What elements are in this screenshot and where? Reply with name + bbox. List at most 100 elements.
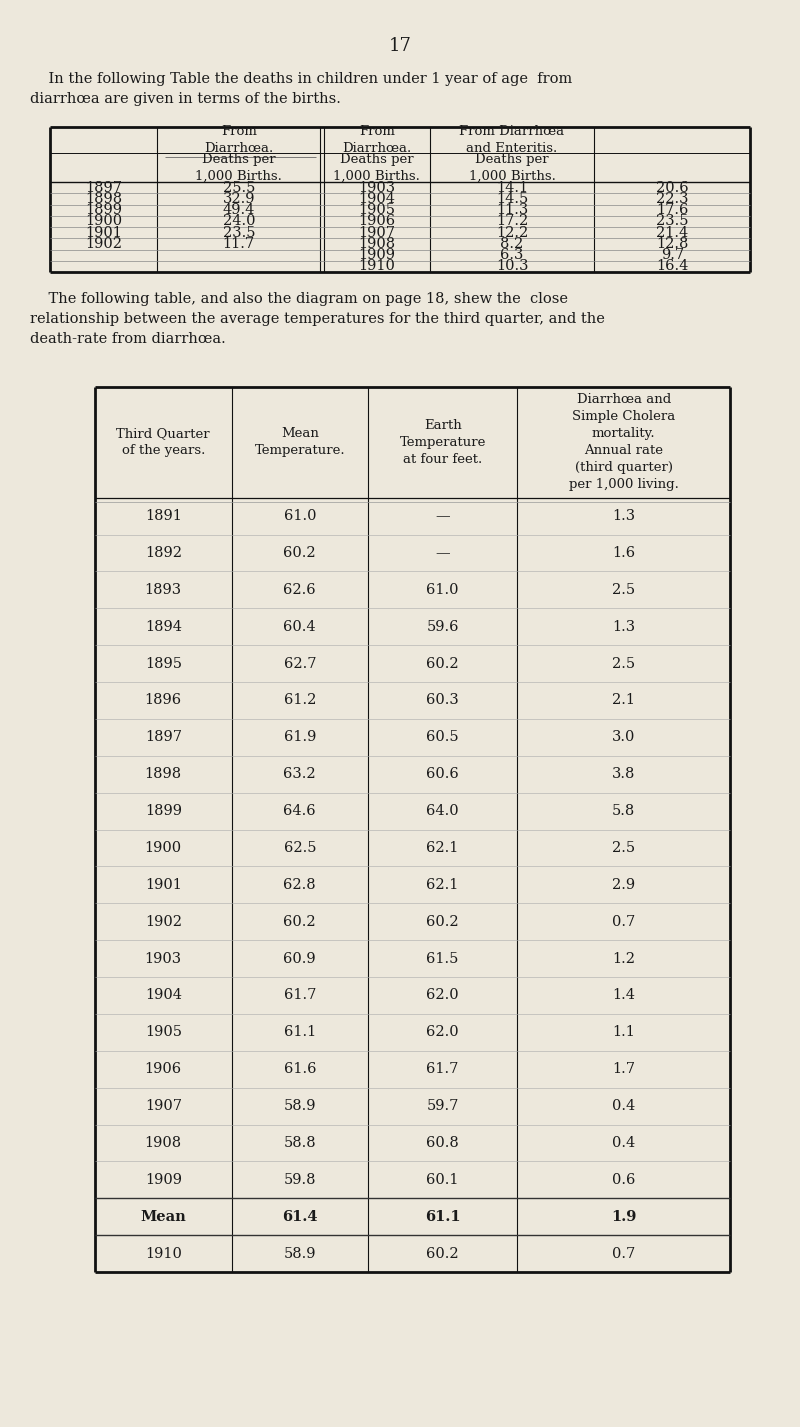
Text: 1902: 1902 — [145, 915, 182, 929]
Text: 24.0: 24.0 — [222, 214, 255, 228]
Text: Deaths per
1,000 Births.: Deaths per 1,000 Births. — [195, 153, 282, 183]
Text: 14.5: 14.5 — [496, 193, 528, 205]
Text: 1891: 1891 — [145, 509, 182, 524]
Text: 58.9: 58.9 — [283, 1099, 316, 1113]
Text: 49.4: 49.4 — [222, 203, 255, 217]
Text: 64.6: 64.6 — [283, 803, 316, 818]
Text: 61.5: 61.5 — [426, 952, 459, 966]
Text: 61.1: 61.1 — [284, 1026, 316, 1039]
Text: 12.2: 12.2 — [496, 225, 528, 240]
Text: From
Diarrhœa.: From Diarrhœa. — [342, 126, 411, 156]
Text: 22.3: 22.3 — [656, 193, 689, 205]
Text: 1.1: 1.1 — [612, 1026, 635, 1039]
Text: 17.2: 17.2 — [496, 214, 528, 228]
Text: 1.3: 1.3 — [612, 619, 635, 634]
Text: 0.6: 0.6 — [612, 1173, 635, 1187]
Text: 1892: 1892 — [145, 547, 182, 559]
Text: 12.8: 12.8 — [656, 237, 689, 251]
Text: 1905: 1905 — [358, 203, 395, 217]
Text: 1898: 1898 — [85, 193, 122, 205]
Text: 25.5: 25.5 — [222, 181, 255, 194]
Text: 61.1: 61.1 — [425, 1210, 461, 1224]
Text: 1907: 1907 — [145, 1099, 182, 1113]
Text: 0.4: 0.4 — [612, 1099, 635, 1113]
Text: 14.1: 14.1 — [496, 181, 528, 194]
Text: 60.3: 60.3 — [426, 694, 459, 708]
Text: 1908: 1908 — [358, 237, 395, 251]
Text: 61.4: 61.4 — [282, 1210, 318, 1224]
Text: 21.4: 21.4 — [656, 225, 688, 240]
Text: 60.2: 60.2 — [283, 915, 316, 929]
Text: 6.3: 6.3 — [500, 248, 524, 263]
Text: 60.9: 60.9 — [283, 952, 316, 966]
Text: 1.2: 1.2 — [612, 952, 635, 966]
Text: Earth
Temperature
at four feet.: Earth Temperature at four feet. — [399, 418, 486, 465]
Text: 0.7: 0.7 — [612, 915, 635, 929]
Text: 1909: 1909 — [145, 1173, 182, 1187]
Text: 1894: 1894 — [145, 619, 182, 634]
Text: 62.0: 62.0 — [426, 1026, 459, 1039]
Text: The following table, and also the diagram on page 18, shew the  close
relationsh: The following table, and also the diagra… — [30, 293, 605, 347]
Text: 1903: 1903 — [358, 181, 395, 194]
Text: 1893: 1893 — [145, 582, 182, 596]
Text: 1897: 1897 — [85, 181, 122, 194]
Text: 3.0: 3.0 — [612, 731, 635, 745]
Text: Diarrhœa and
Simple Cholera
mortality.
Annual rate
(third quarter)
per 1,000 liv: Diarrhœa and Simple Cholera mortality. A… — [569, 394, 678, 491]
Text: 62.0: 62.0 — [426, 989, 459, 1002]
Text: 62.5: 62.5 — [283, 841, 316, 855]
Text: 61.0: 61.0 — [283, 509, 316, 524]
Text: 60.6: 60.6 — [426, 768, 459, 781]
Text: 61.6: 61.6 — [283, 1062, 316, 1076]
Text: 1900: 1900 — [145, 841, 182, 855]
Text: Third Quarter
of the years.: Third Quarter of the years. — [117, 427, 210, 457]
Text: 1908: 1908 — [145, 1136, 182, 1150]
Text: 60.1: 60.1 — [426, 1173, 459, 1187]
Text: 62.8: 62.8 — [283, 878, 316, 892]
Text: 1.3: 1.3 — [612, 509, 635, 524]
Text: 23.5: 23.5 — [656, 214, 689, 228]
Text: 32.9: 32.9 — [222, 193, 255, 205]
Text: 2.5: 2.5 — [612, 582, 635, 596]
Text: 59.7: 59.7 — [426, 1099, 459, 1113]
Text: 1902: 1902 — [85, 237, 122, 251]
Text: 1897: 1897 — [145, 731, 182, 745]
Text: —: — — [435, 509, 450, 524]
Text: 62.7: 62.7 — [283, 656, 316, 671]
Text: —: — — [435, 547, 450, 559]
Text: 58.8: 58.8 — [283, 1136, 316, 1150]
Text: 58.9: 58.9 — [283, 1247, 316, 1260]
Text: 0.7: 0.7 — [612, 1247, 635, 1260]
Text: Deaths per
1,000 Births.: Deaths per 1,000 Births. — [469, 153, 555, 183]
Text: 1905: 1905 — [145, 1026, 182, 1039]
Text: 1904: 1904 — [145, 989, 182, 1002]
Text: 60.2: 60.2 — [283, 547, 316, 559]
Text: 60.2: 60.2 — [426, 915, 459, 929]
Text: 60.4: 60.4 — [283, 619, 316, 634]
Text: Deaths per
1,000 Births.: Deaths per 1,000 Births. — [334, 153, 420, 183]
Text: 10.3: 10.3 — [496, 260, 528, 274]
Text: 17: 17 — [389, 37, 411, 56]
Text: 2.5: 2.5 — [612, 841, 635, 855]
Text: 2.1: 2.1 — [612, 694, 635, 708]
Text: 62.1: 62.1 — [426, 878, 459, 892]
Text: 60.2: 60.2 — [426, 1247, 459, 1260]
Text: 1906: 1906 — [358, 214, 395, 228]
Text: 1.4: 1.4 — [612, 989, 635, 1002]
Text: 61.2: 61.2 — [284, 694, 316, 708]
Text: Mean
Temperature.: Mean Temperature. — [254, 427, 345, 457]
Text: 61.7: 61.7 — [284, 989, 316, 1002]
Text: 1901: 1901 — [145, 878, 182, 892]
Text: 20.6: 20.6 — [656, 181, 689, 194]
Text: 59.6: 59.6 — [426, 619, 459, 634]
Text: 63.2: 63.2 — [283, 768, 316, 781]
Text: 8.2: 8.2 — [500, 237, 524, 251]
Text: 11.7: 11.7 — [222, 237, 255, 251]
Text: 1909: 1909 — [358, 248, 395, 263]
Text: 1.9: 1.9 — [611, 1210, 636, 1224]
Text: 61.9: 61.9 — [284, 731, 316, 745]
Text: 2.5: 2.5 — [612, 656, 635, 671]
Text: 1899: 1899 — [85, 203, 122, 217]
Text: 1.7: 1.7 — [612, 1062, 635, 1076]
Text: 1901: 1901 — [86, 225, 122, 240]
Text: 23.5: 23.5 — [222, 225, 255, 240]
